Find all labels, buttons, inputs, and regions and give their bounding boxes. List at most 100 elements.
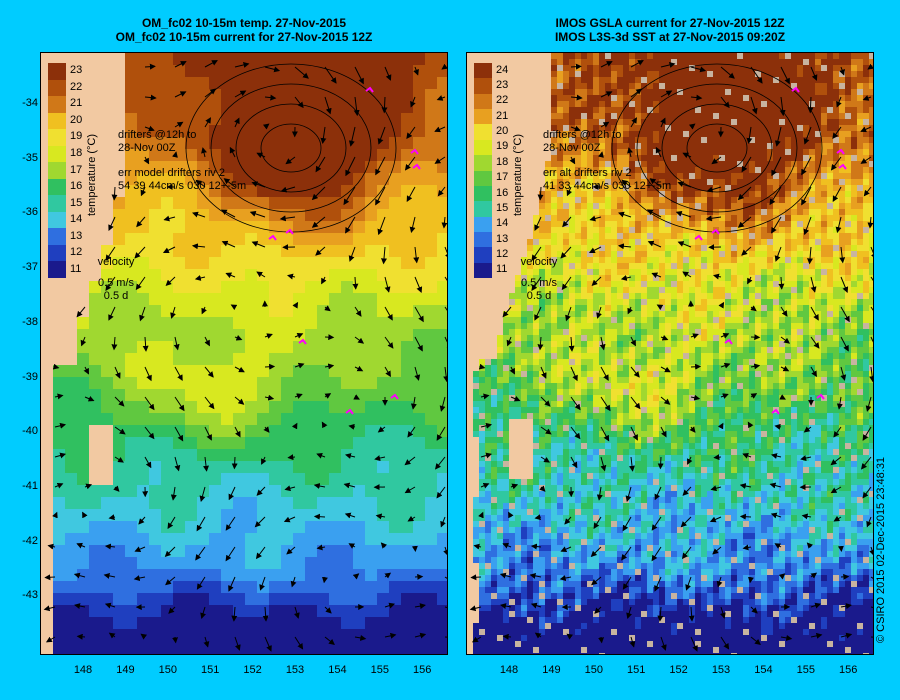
- sst-cell: [185, 533, 197, 545]
- sst-cell: [467, 71, 473, 77]
- sst-cell: [221, 353, 233, 365]
- sst-cell: [413, 581, 425, 593]
- sst-cell: [785, 131, 791, 137]
- sst-cell: [587, 89, 593, 95]
- sst-cell: [233, 389, 245, 401]
- sst-cell: [725, 305, 731, 311]
- current-arrow: [436, 95, 446, 101]
- sst-cell: [113, 221, 125, 233]
- current-arrow: [404, 456, 416, 466]
- sst-cell: [353, 521, 365, 533]
- sst-cell: [857, 197, 863, 203]
- sst-cell: [557, 173, 563, 179]
- sst-cell: [785, 287, 791, 293]
- sst-cell: [581, 53, 587, 59]
- sst-cell: [641, 305, 647, 311]
- sst-cell: [755, 281, 761, 287]
- sst-cell: [257, 305, 269, 317]
- sst-cell: [467, 161, 473, 167]
- sst-cell: [197, 329, 209, 341]
- sst-cell: [749, 119, 755, 125]
- sst-cell: [731, 269, 737, 275]
- sst-cell: [539, 77, 545, 83]
- sst-cell: [365, 269, 377, 281]
- sst-cell: [677, 149, 683, 155]
- sst-cell: [473, 59, 479, 65]
- sst-cell: [377, 245, 389, 257]
- sst-cell: [425, 449, 437, 461]
- sst-cell: [719, 281, 725, 287]
- sst-cell: [509, 185, 515, 191]
- sst-cell: [437, 149, 447, 161]
- sst-cell: [305, 65, 317, 77]
- sst-cell: [797, 191, 803, 197]
- sst-cell: [209, 473, 221, 485]
- sst-cell: [89, 653, 101, 654]
- sst-cell: [401, 89, 413, 101]
- sst-cell: [587, 137, 593, 143]
- sst-cell: [569, 131, 575, 137]
- sst-cell: [341, 377, 353, 389]
- sst-cell: [551, 215, 557, 221]
- sst-cell: [731, 185, 737, 191]
- sst-cell: [209, 401, 221, 413]
- sst-cell: [527, 215, 533, 221]
- sst-cell: [689, 53, 695, 59]
- sst-cell: [803, 275, 809, 281]
- sst-cell: [659, 95, 665, 101]
- sst-cell: [53, 365, 65, 377]
- sst-cell: [221, 101, 233, 113]
- sst-cell: [809, 191, 815, 197]
- sst-cell: [779, 209, 785, 215]
- current-arrow: [444, 306, 447, 311]
- sst-cell: [101, 377, 113, 389]
- sst-cell: [719, 215, 725, 221]
- sst-cell: [515, 89, 521, 95]
- current-arrow: [352, 573, 360, 580]
- sst-cell: [329, 521, 341, 533]
- sst-cell: [689, 161, 695, 167]
- sst-cell: [641, 257, 647, 263]
- sst-cell: [599, 113, 605, 119]
- sst-cell: [785, 227, 791, 233]
- sst-cell: [209, 245, 221, 257]
- sst-cell: [515, 83, 521, 89]
- sst-cell: [479, 299, 485, 305]
- sst-cell: [437, 113, 447, 125]
- sst-cell: [305, 509, 317, 521]
- sst-cell: [509, 299, 515, 305]
- sst-cell: [623, 215, 629, 221]
- sst-cell: [389, 341, 401, 353]
- sst-cell: [437, 137, 447, 149]
- sst-cell: [677, 137, 683, 143]
- sst-cell: [605, 77, 611, 83]
- sst-cell: [845, 89, 851, 95]
- sst-cell: [653, 245, 659, 251]
- sst-cell: [761, 155, 767, 161]
- sst-cell: [149, 293, 161, 305]
- sst-cell: [761, 251, 767, 257]
- sst-cell: [719, 107, 725, 113]
- sst-cell: [125, 581, 137, 593]
- sst-cell: [281, 329, 293, 341]
- sst-cell: [593, 173, 599, 179]
- sst-cell: [737, 65, 743, 71]
- sst-cell: [707, 233, 713, 239]
- sst-cell: [857, 131, 863, 137]
- sst-cell: [677, 269, 683, 275]
- sst-cell: [797, 107, 803, 113]
- sst-cell: [815, 179, 821, 185]
- sst-cell: [647, 305, 653, 311]
- sst-cell: [617, 275, 623, 281]
- sst-cell: [293, 557, 305, 569]
- sst-cell: [599, 233, 605, 239]
- sst-cell: [527, 77, 533, 83]
- sst-cell: [437, 581, 447, 593]
- current-arrow: [354, 634, 367, 641]
- sst-cell: [413, 593, 425, 605]
- sst-cell: [773, 119, 779, 125]
- sst-cell: [533, 221, 539, 227]
- sst-cell: [197, 245, 209, 257]
- current-arrow: [348, 423, 356, 430]
- sst-cell: [581, 221, 587, 227]
